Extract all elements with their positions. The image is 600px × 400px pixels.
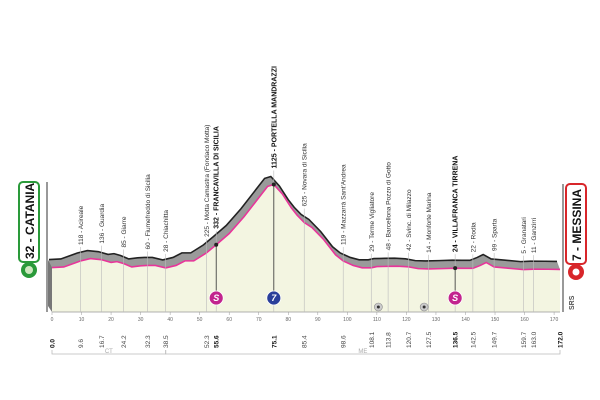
markers: S 7 S	[208, 182, 463, 312]
axis-tick-label: 100	[343, 317, 352, 323]
place-label: 118 - Acireale	[78, 205, 85, 245]
sponsor-logo: SRS	[569, 295, 576, 310]
region-bar: CT ME	[51, 349, 561, 355]
place-label: 225 - Motta Camastra (Fondaco Motta)	[204, 125, 211, 237]
sprint-icon	[208, 290, 224, 306]
marker-label: S	[213, 293, 219, 303]
place-label: 28 - Chiachitta	[163, 210, 170, 252]
axis-tick-label: 80	[285, 317, 291, 323]
route-line	[51, 183, 561, 271]
place-label: 85 - Giarre	[121, 216, 128, 247]
km-label: 38.5	[163, 335, 170, 348]
place-label: 332 - FRANCAVILLA DI SICILIA	[214, 126, 221, 229]
axis-tick-label: 20	[108, 317, 114, 323]
place-label: 29 - Terme Vigliatore	[369, 192, 376, 252]
km-label: 172.0	[558, 331, 565, 348]
place-label: 136 - Guardia	[99, 204, 106, 244]
axis-tick-label: 150	[491, 317, 500, 323]
place-label: 625 - Novara di Sicilia	[302, 143, 309, 207]
km-label: 98.6	[341, 335, 348, 348]
km-label: 75.1	[271, 335, 278, 348]
place-label: 14 - Monforte Marina	[426, 192, 433, 253]
start-badge: 32 - CATANIA	[18, 181, 40, 278]
place-label: 22 - Rodia	[470, 222, 477, 252]
km-label: 52.3	[204, 335, 211, 348]
relief-outline	[48, 175, 558, 263]
place-label: 11 - Ganzirri	[531, 218, 538, 253]
axis-tick-label: 60	[226, 317, 232, 323]
axis-tick-label: 120	[402, 317, 411, 323]
axis-tick-label: 90	[315, 317, 321, 323]
region-label: CT	[105, 349, 113, 355]
start-city: 32 - CATANIA	[23, 182, 37, 259]
axis-tick-label: 40	[167, 317, 173, 323]
km-label: 127.5	[426, 331, 433, 348]
axis-tick-label: 10	[79, 317, 85, 323]
axis-tick-label: 0	[51, 317, 54, 323]
km-label: 142.5	[470, 331, 477, 348]
marker-label: 7	[271, 293, 277, 303]
km-label: 55.6	[214, 335, 221, 348]
place-label: 1125 - PORTELLA MANDRAZZI	[271, 66, 278, 168]
finish-city: 7 - MESSINA	[570, 189, 584, 261]
km-label: 149.7	[492, 331, 499, 348]
km-label: 32.3	[145, 335, 152, 348]
marker-point	[453, 266, 458, 271]
place-label: 119 - Mazzarrà Sant'Andrea	[341, 164, 348, 245]
km-label: 16.7	[99, 335, 106, 348]
feed-zone-dot	[422, 305, 426, 309]
km-axis: 0 10 20 30 40 50 60 70 80 90 100 110 120 130 140 150 160…	[50, 312, 565, 348]
km-label: 163.0	[531, 331, 538, 348]
marker-point	[271, 182, 276, 187]
place-label: 5 - Granatari	[521, 217, 528, 254]
place-label: 42 - Svinc. di Milazzo	[406, 189, 413, 251]
region-label: ME	[358, 349, 367, 355]
axis-tick-label: 170	[550, 317, 559, 323]
region-bracket	[165, 350, 561, 355]
axis-tick-label: 140	[461, 317, 470, 323]
axis-tick-label: 160	[520, 317, 529, 323]
km-label: 108.1	[369, 331, 376, 348]
kom-icon	[266, 290, 282, 306]
km-label: 120.7	[406, 331, 413, 348]
marker-point	[214, 242, 219, 247]
axis-tick-label: 70	[256, 317, 262, 323]
ground-area	[52, 184, 560, 312]
relief-layer	[46, 175, 564, 313]
km-label: 0.0	[50, 339, 57, 348]
km-label: 113.8	[386, 332, 393, 348]
axis-tick-label: 30	[138, 317, 144, 323]
km-label: 24.2	[121, 335, 128, 348]
km-label: 136.5	[453, 331, 460, 348]
sprint-icon	[447, 290, 463, 306]
place-labels: 118 - Acireale 136 - Guardia 85 - Giarre 60…	[78, 66, 538, 312]
start-wall	[48, 259, 52, 312]
place-label: 24 - VILLAFRANCA TIRRENA	[453, 156, 460, 253]
axis-tick-label: 110	[373, 317, 381, 323]
finish-badge: 7 - MESSINA	[565, 183, 587, 280]
place-label: 60 - Fiumefreddo di Sicilia	[145, 174, 152, 250]
axis-tick-label: 50	[197, 317, 203, 323]
place-label: 99 - Sparta	[492, 218, 499, 251]
axis-tick-label: 130	[432, 317, 441, 323]
km-label: 9.6	[78, 339, 85, 348]
place-label: 48 - Barcellona Pozzo di Gotto	[386, 162, 393, 251]
feed-zone-dot	[376, 305, 380, 309]
marker-label: S	[452, 293, 458, 303]
km-label: 159.7	[521, 331, 528, 348]
km-label: 85.4	[302, 335, 309, 348]
